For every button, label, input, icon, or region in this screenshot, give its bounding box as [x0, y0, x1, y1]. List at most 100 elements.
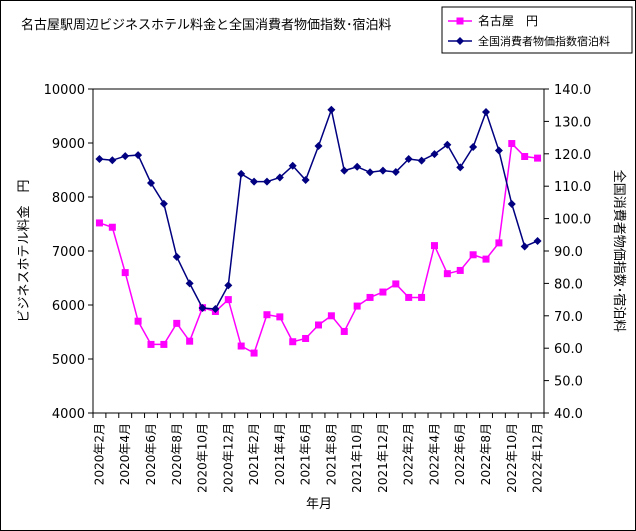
series-2-point — [108, 156, 117, 165]
series-2-point — [121, 152, 130, 161]
y-right-tick-label: 100.0 — [554, 213, 591, 228]
series-1-point — [456, 266, 464, 274]
series-2-point — [134, 151, 143, 160]
series-2-point — [237, 169, 246, 178]
series-2-point — [469, 142, 478, 151]
series-2-point — [430, 150, 439, 159]
series-2-point — [327, 105, 336, 114]
series-1-point — [315, 321, 322, 329]
series-1-point — [108, 223, 116, 231]
series-2-point — [159, 199, 168, 208]
series-2-point — [275, 173, 284, 182]
series-1-point — [160, 340, 168, 348]
series-1-point — [469, 251, 477, 259]
series-2-point — [262, 177, 271, 186]
series-2-point — [172, 252, 181, 261]
series-1-point — [418, 293, 426, 301]
series-1-point — [302, 334, 310, 342]
series-2-point — [185, 279, 194, 288]
series-2-point — [378, 166, 387, 175]
x-tick-label: 2022年6月 — [453, 423, 467, 485]
series-2-point — [340, 166, 349, 175]
x-tick-label: 2020年8月 — [170, 423, 184, 485]
series-2-point — [482, 108, 491, 117]
series-1-point — [327, 312, 335, 320]
series-1-point — [366, 293, 374, 301]
x-tick-label: 2022年12月 — [531, 423, 545, 493]
y-right-tick-label: 40.0 — [554, 407, 583, 422]
series-1-point — [95, 219, 103, 227]
x-tick-label: 2022年4月 — [427, 423, 441, 485]
series-1-point — [443, 270, 451, 278]
series-2-point — [353, 162, 362, 171]
legend-marker-square — [456, 17, 464, 25]
series-2-point — [301, 176, 310, 185]
y-axis-right-label: 全国消費者物価指数･宿泊料 — [611, 170, 627, 333]
y-right-tick-label: 130.0 — [554, 115, 591, 130]
y-left-tick-label: 6000 — [52, 299, 85, 314]
series-1-point — [173, 319, 181, 327]
series-1-point — [353, 302, 361, 310]
x-tick-label: 2022年2月 — [402, 423, 416, 485]
legend-label-2: 全国消費者物価指数宿泊料 — [478, 34, 610, 48]
x-tick-label: 2021年8月 — [324, 423, 338, 485]
series-1-point — [263, 311, 271, 319]
x-tick-label: 2020年4月 — [118, 423, 132, 485]
series-2-point — [366, 168, 375, 177]
x-axis-label: 年月 — [306, 497, 332, 512]
series-2-point — [494, 146, 503, 155]
series-1-point — [134, 317, 142, 325]
y-right-tick-label: 120.0 — [554, 148, 591, 163]
series-1-point — [276, 313, 284, 321]
chart-title: 名古屋駅周辺ビジネスホテル料金と全国消費者物価指数･宿泊料 — [21, 17, 392, 33]
series-1-point — [405, 293, 413, 301]
y-left-tick-label: 9000 — [52, 137, 85, 152]
x-tick-label: 2021年2月 — [247, 423, 261, 485]
series-2-point — [404, 154, 413, 163]
series-1-point — [237, 342, 245, 350]
series-1-point — [392, 280, 400, 288]
series-2-point — [224, 281, 233, 290]
y-right-tick-label: 70.0 — [554, 310, 583, 325]
legend-marker-diamond — [456, 37, 464, 45]
series-2-point — [520, 242, 529, 251]
x-tick-label: 2022年10月 — [505, 423, 519, 493]
x-tick-label: 2020年6月 — [144, 423, 158, 485]
series-1-point — [521, 153, 529, 160]
y-left-tick-label: 8000 — [52, 191, 85, 206]
y-right-tick-label: 110.0 — [554, 180, 591, 195]
x-tick-label: 2021年10月 — [350, 423, 364, 493]
series-2-point — [146, 178, 155, 187]
y-right-tick-label: 60.0 — [554, 342, 583, 357]
series-2-point — [95, 154, 104, 163]
series-2-point — [314, 142, 323, 151]
series-1-point — [250, 349, 258, 357]
series-2-point — [391, 167, 400, 176]
series-1-point — [340, 327, 348, 335]
y-right-tick-label: 90.0 — [554, 245, 583, 260]
series-1-point — [224, 296, 232, 304]
y-right-tick-label: 140.0 — [554, 83, 591, 98]
x-tick-label: 2020年12月 — [221, 423, 235, 493]
x-tick-label: 2022年8月 — [479, 423, 493, 485]
series-1-point — [121, 269, 129, 277]
legend-box — [441, 6, 633, 54]
y-left-tick-label: 4000 — [52, 407, 85, 422]
x-tick-label: 2021年6月 — [299, 423, 313, 485]
y-right-tick-label: 80.0 — [554, 277, 583, 292]
series-2-point — [533, 236, 542, 245]
y-left-tick-label: 5000 — [52, 353, 85, 368]
series-2-point — [211, 304, 220, 313]
series-2-point — [417, 156, 426, 165]
series-1-point — [379, 288, 387, 296]
x-tick-label: 2021年4月 — [273, 423, 287, 485]
series-1-point — [289, 338, 297, 346]
series-2-point — [443, 140, 452, 149]
series-1-point — [482, 255, 490, 263]
y-left-tick-label: 7000 — [52, 245, 85, 260]
legend-label-1: 名古屋 円 — [478, 13, 538, 28]
series-1-point — [186, 337, 194, 345]
